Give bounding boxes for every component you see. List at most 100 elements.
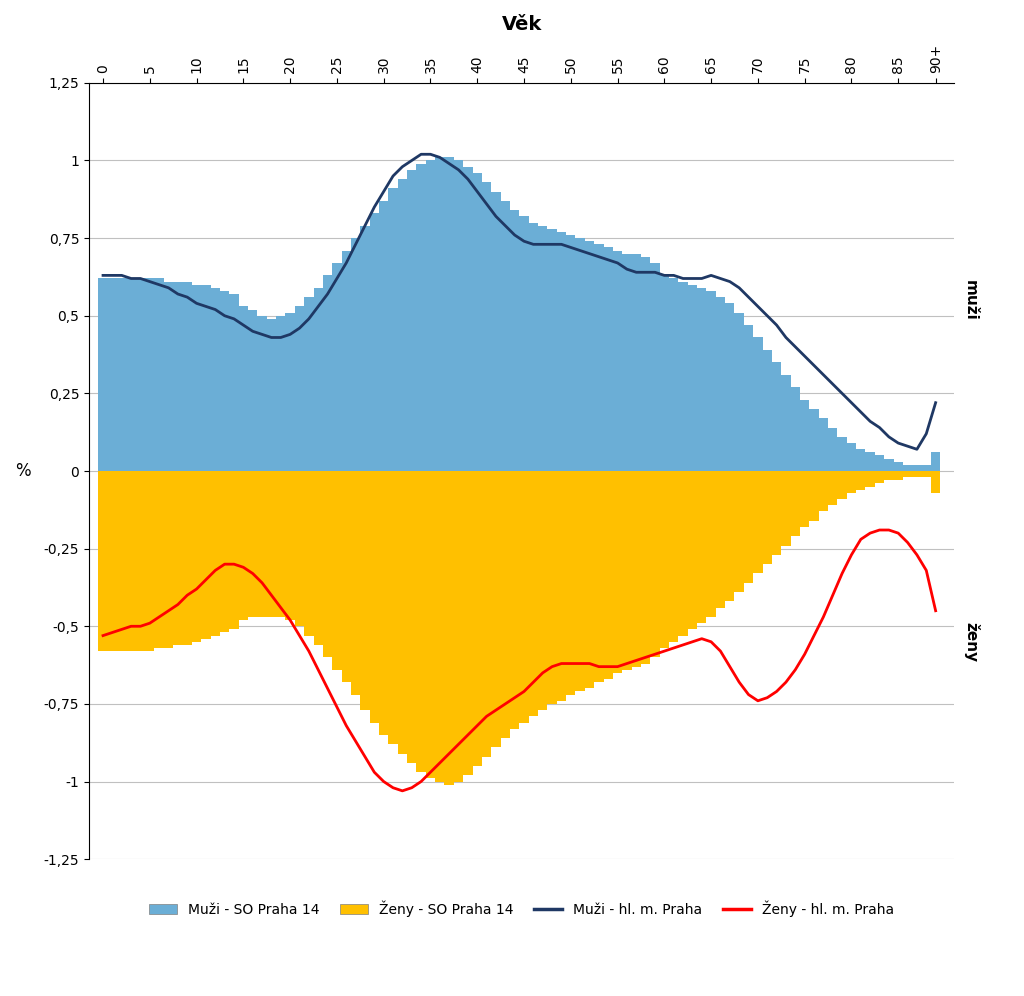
Bar bbox=[313, 471, 323, 644]
Bar bbox=[669, 471, 678, 641]
Bar bbox=[874, 455, 884, 471]
Bar bbox=[650, 263, 659, 471]
Bar bbox=[191, 471, 202, 641]
Bar bbox=[370, 213, 379, 471]
Title: Věk: Věk bbox=[502, 15, 542, 34]
Bar bbox=[585, 471, 594, 688]
Bar bbox=[809, 409, 819, 471]
Bar bbox=[408, 169, 417, 471]
Bar bbox=[155, 471, 164, 648]
Bar bbox=[304, 471, 313, 635]
Bar bbox=[98, 471, 108, 651]
Bar bbox=[697, 288, 707, 471]
Bar bbox=[922, 471, 931, 477]
Bar bbox=[295, 307, 304, 471]
Bar bbox=[922, 465, 931, 471]
Bar bbox=[360, 226, 370, 471]
Text: muži: muži bbox=[963, 280, 978, 321]
Bar bbox=[482, 471, 492, 757]
Bar bbox=[117, 471, 126, 651]
Bar bbox=[838, 437, 847, 471]
Bar bbox=[519, 471, 528, 722]
Bar bbox=[463, 471, 472, 775]
Bar bbox=[173, 471, 182, 644]
Bar bbox=[117, 279, 126, 471]
Bar bbox=[220, 291, 229, 471]
Bar bbox=[791, 471, 800, 536]
Bar bbox=[931, 471, 940, 493]
Bar bbox=[351, 238, 360, 471]
Bar bbox=[566, 235, 575, 471]
Bar bbox=[763, 350, 772, 471]
Bar bbox=[266, 471, 276, 617]
Bar bbox=[678, 471, 688, 635]
Legend: Muži - SO Praha 14, Ženy - SO Praha 14, Muži - hl. m. Praha, Ženy - hl. m. Praha: Muži - SO Praha 14, Ženy - SO Praha 14, … bbox=[143, 894, 900, 922]
Bar bbox=[659, 471, 669, 648]
Bar bbox=[108, 471, 117, 651]
Bar bbox=[397, 471, 408, 754]
Bar bbox=[847, 443, 856, 471]
Bar bbox=[566, 471, 575, 694]
Bar bbox=[603, 247, 613, 471]
Bar bbox=[248, 310, 257, 471]
Bar bbox=[342, 251, 351, 471]
Bar bbox=[641, 471, 650, 663]
Bar bbox=[575, 238, 585, 471]
Bar bbox=[754, 338, 763, 471]
Y-axis label: %: % bbox=[15, 462, 31, 480]
Bar bbox=[257, 316, 266, 471]
Bar bbox=[725, 471, 734, 602]
Bar bbox=[800, 471, 809, 527]
Bar bbox=[613, 471, 623, 673]
Bar bbox=[248, 471, 257, 617]
Bar bbox=[678, 282, 688, 471]
Bar bbox=[379, 201, 388, 471]
Bar bbox=[397, 179, 408, 471]
Bar bbox=[492, 471, 501, 747]
Bar bbox=[725, 304, 734, 471]
Bar bbox=[257, 471, 266, 617]
Bar bbox=[669, 279, 678, 471]
Bar bbox=[370, 471, 379, 722]
Bar bbox=[472, 471, 482, 766]
Bar bbox=[220, 471, 229, 632]
Bar bbox=[229, 294, 239, 471]
Bar bbox=[360, 471, 370, 710]
Bar bbox=[435, 471, 444, 782]
Bar bbox=[763, 471, 772, 564]
Bar bbox=[145, 279, 155, 471]
Bar bbox=[697, 471, 707, 623]
Bar bbox=[632, 471, 641, 666]
Bar bbox=[632, 254, 641, 471]
Bar bbox=[435, 157, 444, 471]
Bar bbox=[856, 449, 865, 471]
Bar bbox=[126, 279, 136, 471]
Bar bbox=[912, 465, 922, 471]
Bar bbox=[444, 471, 454, 785]
Bar bbox=[772, 471, 781, 555]
Bar bbox=[716, 297, 725, 471]
Bar bbox=[426, 471, 435, 779]
Bar bbox=[173, 282, 182, 471]
Bar bbox=[492, 191, 501, 471]
Bar bbox=[239, 471, 248, 621]
Bar bbox=[688, 471, 697, 629]
Bar bbox=[828, 427, 838, 471]
Bar bbox=[313, 288, 323, 471]
Bar bbox=[819, 418, 828, 471]
Bar bbox=[510, 210, 519, 471]
Bar bbox=[603, 471, 613, 679]
Bar bbox=[266, 319, 276, 471]
Bar bbox=[332, 263, 342, 471]
Bar bbox=[482, 182, 492, 471]
Bar bbox=[501, 471, 510, 738]
Bar bbox=[145, 471, 155, 651]
Bar bbox=[800, 399, 809, 471]
Bar bbox=[323, 275, 332, 471]
Bar bbox=[819, 471, 828, 511]
Bar bbox=[276, 316, 286, 471]
Bar bbox=[623, 254, 632, 471]
Bar bbox=[707, 291, 716, 471]
Bar bbox=[211, 471, 220, 635]
Bar bbox=[754, 471, 763, 574]
